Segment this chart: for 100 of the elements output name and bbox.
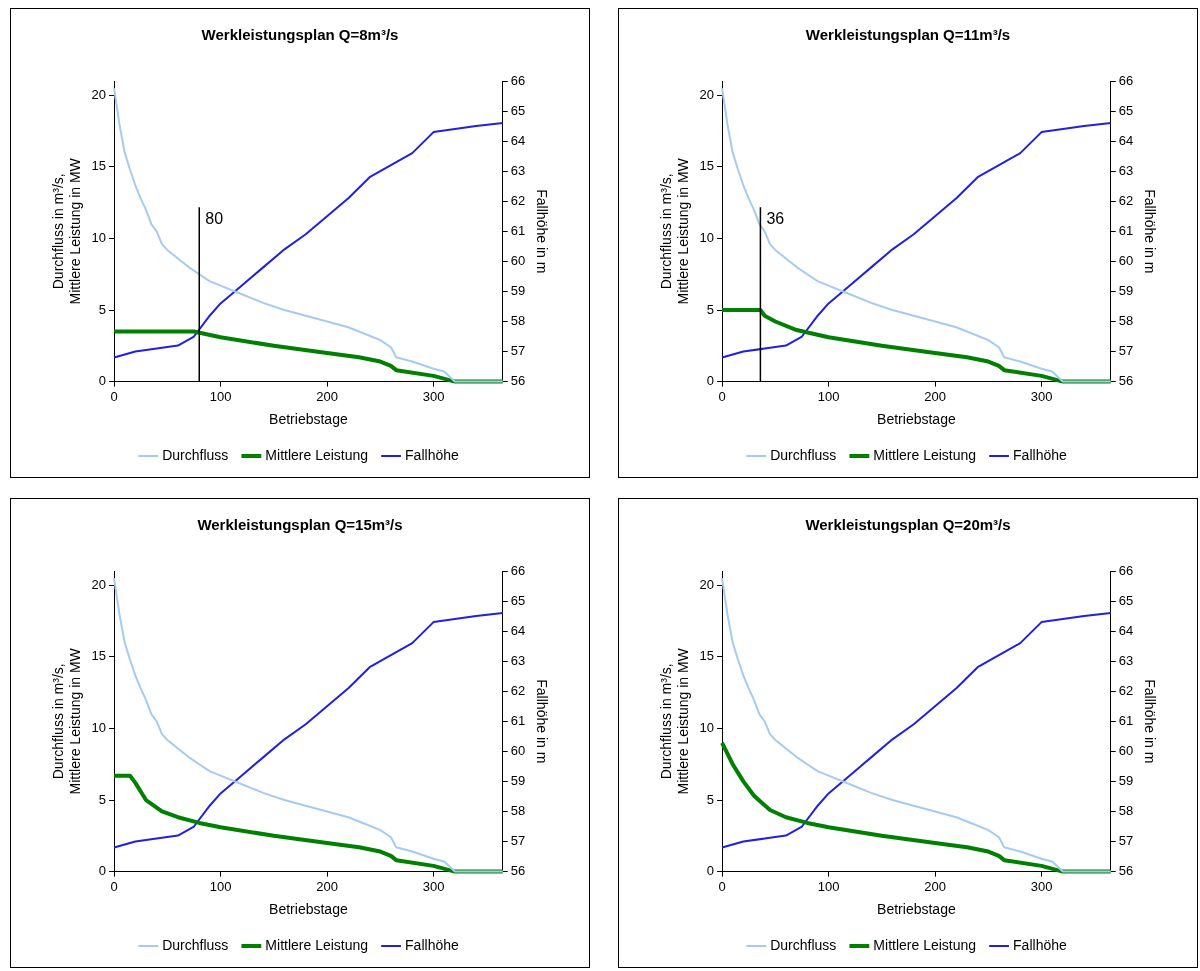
y-tick-label: 20 bbox=[91, 86, 107, 102]
x-tick-label: 0 bbox=[110, 388, 118, 404]
y2-tick-label: 56 bbox=[510, 863, 526, 879]
x-tick-label: 300 bbox=[422, 388, 445, 404]
y2-tick-label: 65 bbox=[510, 592, 526, 608]
y2-tick-label: 60 bbox=[1118, 742, 1134, 758]
x-axis-title: Betriebstage bbox=[877, 901, 956, 918]
y-tick-label: 20 bbox=[699, 576, 715, 592]
x-tick-label: 200 bbox=[924, 388, 946, 404]
legend-label: Fallhöhe bbox=[405, 936, 459, 953]
x-tick-label: 100 bbox=[817, 388, 840, 404]
y-tick-label: 10 bbox=[91, 720, 107, 736]
y2-tick-label: 63 bbox=[1118, 162, 1134, 178]
y2-tick-label: 66 bbox=[510, 72, 526, 88]
x-tick-label: 200 bbox=[316, 388, 338, 404]
y2-tick-label: 62 bbox=[1118, 192, 1134, 208]
y2-tick-label: 63 bbox=[510, 652, 526, 668]
y2-tick-label: 58 bbox=[510, 313, 526, 329]
y2-tick-label: 57 bbox=[1118, 343, 1134, 359]
y2-tick-label: 58 bbox=[1118, 803, 1134, 819]
x-tick-label: 0 bbox=[110, 878, 118, 894]
legend-label: Fallhöhe bbox=[1013, 936, 1067, 953]
ref-line-label: 80 bbox=[205, 209, 224, 227]
y-tick-label: 0 bbox=[98, 373, 107, 389]
x-axis-title: Betriebstage bbox=[269, 411, 348, 428]
y-tick-label: 10 bbox=[91, 230, 107, 246]
x-tick-label: 200 bbox=[924, 878, 946, 894]
y-tick-label: 0 bbox=[706, 373, 715, 389]
y2-tick-label: 61 bbox=[510, 712, 526, 728]
y-tick-label: 15 bbox=[699, 648, 715, 664]
y2-tick-label: 56 bbox=[1118, 373, 1134, 389]
x-tick-label: 300 bbox=[422, 878, 445, 894]
x-tick-label: 300 bbox=[1030, 388, 1053, 404]
y2-tick-label: 56 bbox=[510, 373, 526, 389]
y2-tick-label: 56 bbox=[1118, 863, 1134, 879]
y2-tick-label: 60 bbox=[510, 742, 526, 758]
legend-label: Durchfluss bbox=[770, 936, 837, 953]
y2-axis-title: Fallhöhe in m bbox=[533, 679, 550, 764]
chart-title: Werkleistungsplan Q=20m³/s bbox=[805, 516, 1011, 534]
y2-tick-label: 57 bbox=[1118, 833, 1134, 849]
y2-tick-label: 62 bbox=[510, 682, 526, 698]
y2-tick-label: 63 bbox=[1118, 652, 1134, 668]
y2-tick-label: 65 bbox=[510, 102, 526, 118]
y-axis-title: Durchfluss in m³/s, Mittlere Leistung in MW bbox=[50, 647, 84, 795]
y2-tick-label: 63 bbox=[510, 162, 526, 178]
y2-tick-label: 64 bbox=[510, 622, 526, 638]
y2-tick-label: 61 bbox=[510, 222, 526, 238]
legend-label: Durchfluss bbox=[162, 936, 229, 953]
y-tick-label: 15 bbox=[91, 648, 107, 664]
legend-label: Durchfluss bbox=[770, 446, 837, 463]
y-tick-label: 5 bbox=[98, 301, 107, 317]
y-tick-label: 0 bbox=[98, 863, 107, 879]
y2-tick-label: 58 bbox=[510, 803, 526, 819]
y2-tick-label: 60 bbox=[1118, 252, 1134, 268]
y-axis-title: Durchfluss in m³/s, Mittlere Leistung in MW bbox=[50, 157, 84, 305]
y-axis-title: Durchfluss in m³/s, Mittlere Leistung in MW bbox=[658, 647, 692, 795]
x-tick-label: 0 bbox=[718, 878, 726, 894]
x-tick-label: 100 bbox=[817, 878, 840, 894]
legend-label: Mittlere Leistung bbox=[265, 936, 369, 953]
y-tick-label: 15 bbox=[699, 158, 715, 174]
y2-tick-label: 59 bbox=[1118, 283, 1134, 298]
x-tick-label: 0 bbox=[718, 388, 726, 404]
y-tick-label: 20 bbox=[91, 576, 107, 592]
y2-tick-label: 61 bbox=[1118, 712, 1134, 728]
y2-tick-label: 57 bbox=[510, 833, 526, 849]
legend-label: Fallhöhe bbox=[1013, 446, 1067, 463]
y2-tick-label: 59 bbox=[1118, 773, 1134, 788]
y-tick-label: 5 bbox=[98, 791, 107, 807]
legend-label: Durchfluss bbox=[162, 446, 229, 463]
y2-tick-label: 61 bbox=[1118, 222, 1134, 238]
y2-tick-label: 62 bbox=[1118, 682, 1134, 698]
legend-label: Mittlere Leistung bbox=[265, 446, 369, 463]
y2-tick-label: 58 bbox=[1118, 313, 1134, 329]
y2-tick-label: 66 bbox=[1118, 562, 1134, 578]
y-axis-title: Durchfluss in m³/s, Mittlere Leistung in MW bbox=[658, 157, 692, 305]
chart-title: Werkleistungsplan Q=8m³/s bbox=[201, 26, 399, 44]
y-tick-label: 5 bbox=[706, 791, 715, 807]
chart-title: Werkleistungsplan Q=15m³/s bbox=[197, 516, 403, 534]
y2-tick-label: 62 bbox=[510, 192, 526, 208]
y-tick-label: 10 bbox=[699, 720, 715, 736]
y2-tick-label: 59 bbox=[510, 283, 526, 298]
y-tick-label: 15 bbox=[91, 158, 107, 174]
y2-tick-label: 65 bbox=[1118, 102, 1134, 118]
y2-tick-label: 64 bbox=[510, 132, 526, 148]
chart-title: Werkleistungsplan Q=11m³/s bbox=[805, 26, 1011, 44]
y-tick-label: 20 bbox=[699, 86, 715, 102]
y2-axis-title: Fallhöhe in m bbox=[1141, 679, 1158, 764]
y2-tick-label: 60 bbox=[510, 252, 526, 268]
x-axis-title: Betriebstage bbox=[269, 901, 348, 918]
y2-axis-title: Fallhöhe in m bbox=[1141, 189, 1158, 274]
legend-label: Mittlere Leistung bbox=[873, 446, 977, 463]
y-tick-label: 10 bbox=[699, 230, 715, 246]
y-tick-label: 5 bbox=[706, 301, 715, 317]
x-tick-label: 300 bbox=[1030, 878, 1053, 894]
y2-axis-title: Fallhöhe in m bbox=[533, 189, 550, 274]
y2-tick-label: 66 bbox=[510, 562, 526, 578]
legend-label: Mittlere Leistung bbox=[873, 936, 977, 953]
y-tick-label: 0 bbox=[706, 863, 715, 879]
y2-tick-label: 64 bbox=[1118, 622, 1134, 638]
x-tick-label: 100 bbox=[209, 878, 232, 894]
